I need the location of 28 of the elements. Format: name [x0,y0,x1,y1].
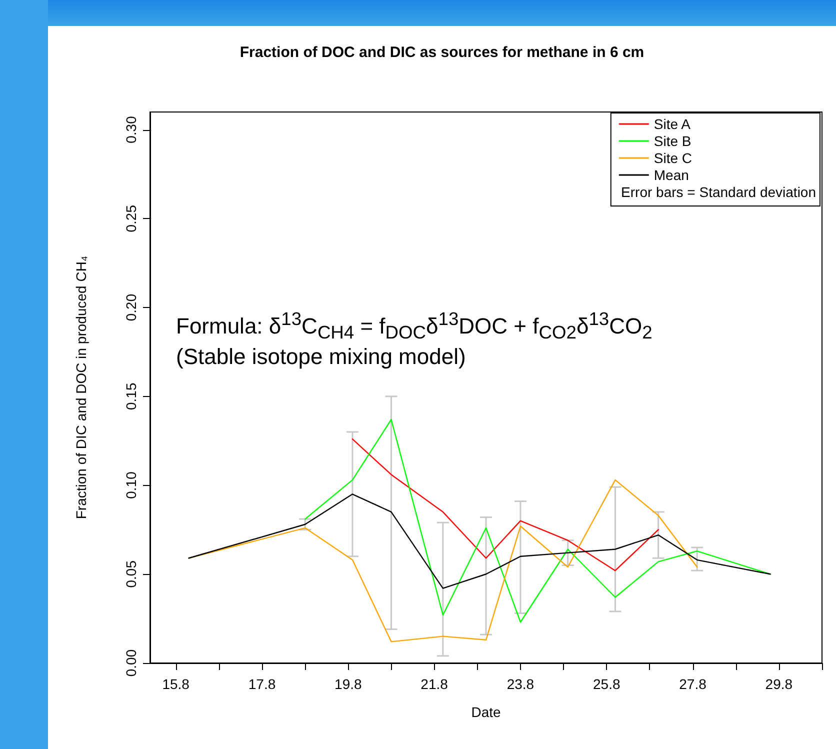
x-tick-label: 27.8 [679,676,707,692]
x-tick-label: 29.8 [765,676,793,692]
line-series [352,438,659,572]
y-tick-label: 0.10 [123,471,139,499]
annotation: Error bars = Standard deviation [621,184,816,200]
y-tick-label: 0.30 [123,116,139,144]
legend-label: Site B [654,133,692,149]
line-series [188,494,771,589]
y-tick-label: 0.15 [123,382,139,410]
line-series [304,418,771,623]
x-tick-label: 21.8 [420,676,448,692]
x-tick-label: 19.8 [334,676,362,692]
y-tick-label: 0.05 [123,560,139,588]
y-axis-title: Fraction of DIC and DOC in produced CH₄ [73,256,89,520]
annotation: (Stable isotope mixing model) [176,344,466,370]
x-tick-label: 17.8 [248,676,276,692]
legend-label: Site A [654,116,692,132]
y-tick-label: 0.25 [123,204,139,232]
x-tick-label: 23.8 [506,676,534,692]
legend-label: Mean [654,167,689,183]
x-axis-title: Date [471,704,501,720]
x-tick-label: 25.8 [592,676,620,692]
y-tick-label: 0.20 [123,294,139,322]
y-tick-label: 0.00 [123,649,139,677]
x-tick-label: 15.8 [162,676,190,692]
legend-label: Site C [654,150,692,166]
text: Formula: δ$^{13}$C$_{CH4}$ = f$_{DOC}$δ$^{13}$DOC + f$_{CO2}$δ$^{13}$CO$_{2}$ [176,308,652,343]
chart-title: Fraction of DOC and DIC as sources for methane in 6 cm [240,44,644,61]
